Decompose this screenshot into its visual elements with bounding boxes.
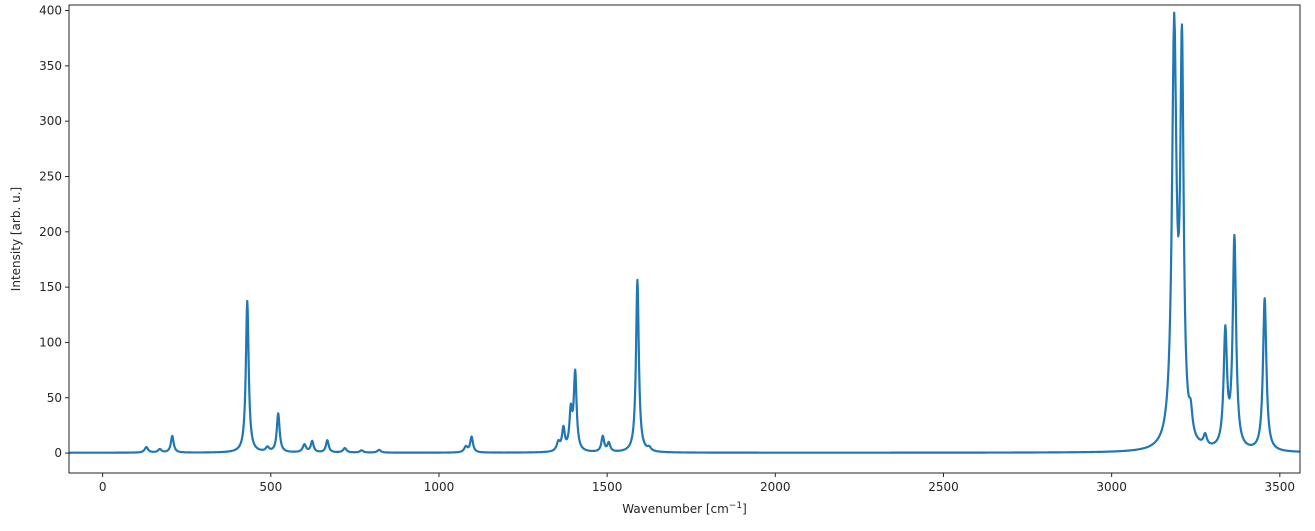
x-tick-label: 0 <box>99 480 107 494</box>
y-tick-label: 50 <box>47 391 62 405</box>
y-tick-label: 200 <box>39 225 62 239</box>
y-axis-label: Intensity [arb. u.] <box>9 187 23 291</box>
y-tick-label: 250 <box>39 169 62 183</box>
y-axis-ticks: 0 50 100 150 200 250 300 350 400 <box>39 4 69 460</box>
x-axis-label: Wavenumber [cm−1] <box>622 501 747 516</box>
x-tick-label: 1000 <box>424 480 455 494</box>
y-tick-label: 300 <box>39 114 62 128</box>
x-tick-label: 3000 <box>1096 480 1127 494</box>
y-tick-label: 400 <box>39 4 62 18</box>
plot-area <box>68 11 1301 454</box>
y-tick-label: 100 <box>39 335 62 349</box>
x-tick-label: 500 <box>259 480 282 494</box>
x-tick-label: 2000 <box>760 480 791 494</box>
y-tick-label: 150 <box>39 280 62 294</box>
x-axis-ticks: 0 500 1000 1500 2000 2500 3000 3500 <box>99 473 1295 494</box>
x-tick-label: 3500 <box>1265 480 1296 494</box>
spectrum-line <box>68 11 1301 454</box>
x-tick-label: 1500 <box>592 480 623 494</box>
y-tick-label: 350 <box>39 59 62 73</box>
x-tick-label: 2500 <box>928 480 959 494</box>
y-tick-label: 0 <box>54 446 62 460</box>
axes-frame <box>68 4 1301 474</box>
